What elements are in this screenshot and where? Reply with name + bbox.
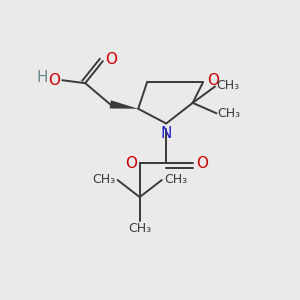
Text: CH₃: CH₃ bbox=[164, 173, 187, 186]
Text: O: O bbox=[196, 156, 208, 171]
Text: CH₃: CH₃ bbox=[216, 79, 239, 92]
Text: N: N bbox=[160, 126, 172, 141]
Text: CH₃: CH₃ bbox=[92, 173, 116, 186]
Text: O: O bbox=[48, 73, 60, 88]
Text: CH₃: CH₃ bbox=[128, 222, 151, 235]
Text: O: O bbox=[125, 156, 137, 171]
Text: CH₃: CH₃ bbox=[218, 107, 241, 120]
Polygon shape bbox=[110, 100, 138, 109]
Text: H: H bbox=[37, 70, 48, 86]
Text: O: O bbox=[207, 73, 219, 88]
Text: O: O bbox=[105, 52, 117, 67]
